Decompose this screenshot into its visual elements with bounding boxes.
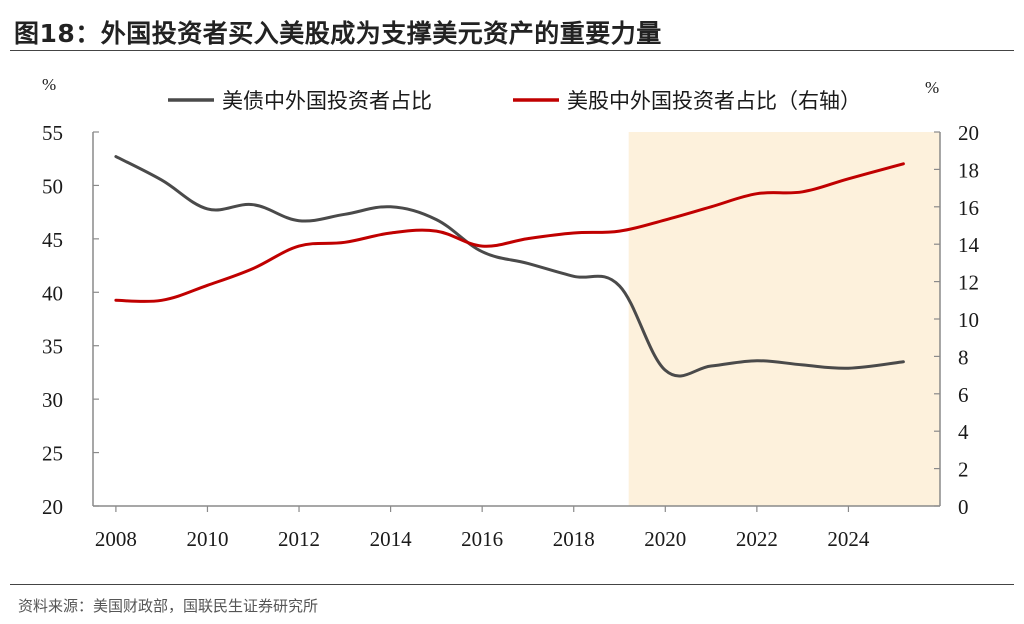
x-tick-label: 2024 xyxy=(827,527,870,551)
x-tick-label: 2010 xyxy=(186,527,228,551)
legend-label-2: 美股中外国投资者占比（右轴） xyxy=(567,89,861,113)
footer-divider xyxy=(10,584,1014,585)
highlight-region xyxy=(628,132,940,506)
left-tick-label: 50 xyxy=(42,174,63,198)
left-tick-label: 30 xyxy=(42,388,63,412)
left-tick-label: 45 xyxy=(42,228,63,252)
title-divider xyxy=(10,50,1014,51)
right-tick-label: 4 xyxy=(958,420,969,444)
x-tick-label: 2008 xyxy=(95,527,137,551)
right-tick-label: 0 xyxy=(958,495,969,519)
right-tick-label: 2 xyxy=(958,458,969,482)
chart-canvas: 20 25 30 35 40 45 50 55 0 2 4 6 8 10 12 14 16 18 20 2008 201… xyxy=(42,75,980,551)
chart-title: 图18：外国投资者买入美股成为支撑美元资产的重要力量 xyxy=(14,19,662,48)
x-tick-label: 2018 xyxy=(553,527,595,551)
x-tick-label: 2020 xyxy=(644,527,686,551)
x-tick-label: 2016 xyxy=(461,527,503,551)
right-tick-label: 8 xyxy=(958,345,969,369)
source-note: 资料来源：美国财政部，国联民生证券研究所 xyxy=(18,597,319,615)
left-tick-label: 25 xyxy=(42,442,63,466)
left-tick-label: 20 xyxy=(42,495,63,519)
x-tick-label: 2012 xyxy=(278,527,320,551)
series-line-2 xyxy=(114,162,905,303)
right-tick-label: 16 xyxy=(958,196,979,220)
right-tick-label: 20 xyxy=(958,121,979,145)
series-line-1 xyxy=(114,155,905,378)
x-tick-label: 2022 xyxy=(736,527,778,551)
right-axis-unit: % xyxy=(925,78,939,97)
right-tick-label: 12 xyxy=(958,271,979,295)
right-tick-label: 10 xyxy=(958,308,979,332)
left-tick-label: 55 xyxy=(42,121,63,145)
x-tick-label: 2014 xyxy=(370,527,413,551)
right-tick-label: 18 xyxy=(958,158,979,182)
left-axis-unit: % xyxy=(42,75,56,94)
right-tick-label: 6 xyxy=(958,383,969,407)
left-tick-label: 40 xyxy=(42,281,63,305)
right-tick-label: 14 xyxy=(958,233,980,257)
left-tick-label: 35 xyxy=(42,335,63,359)
legend-label-1: 美债中外国投资者占比 xyxy=(222,89,432,113)
